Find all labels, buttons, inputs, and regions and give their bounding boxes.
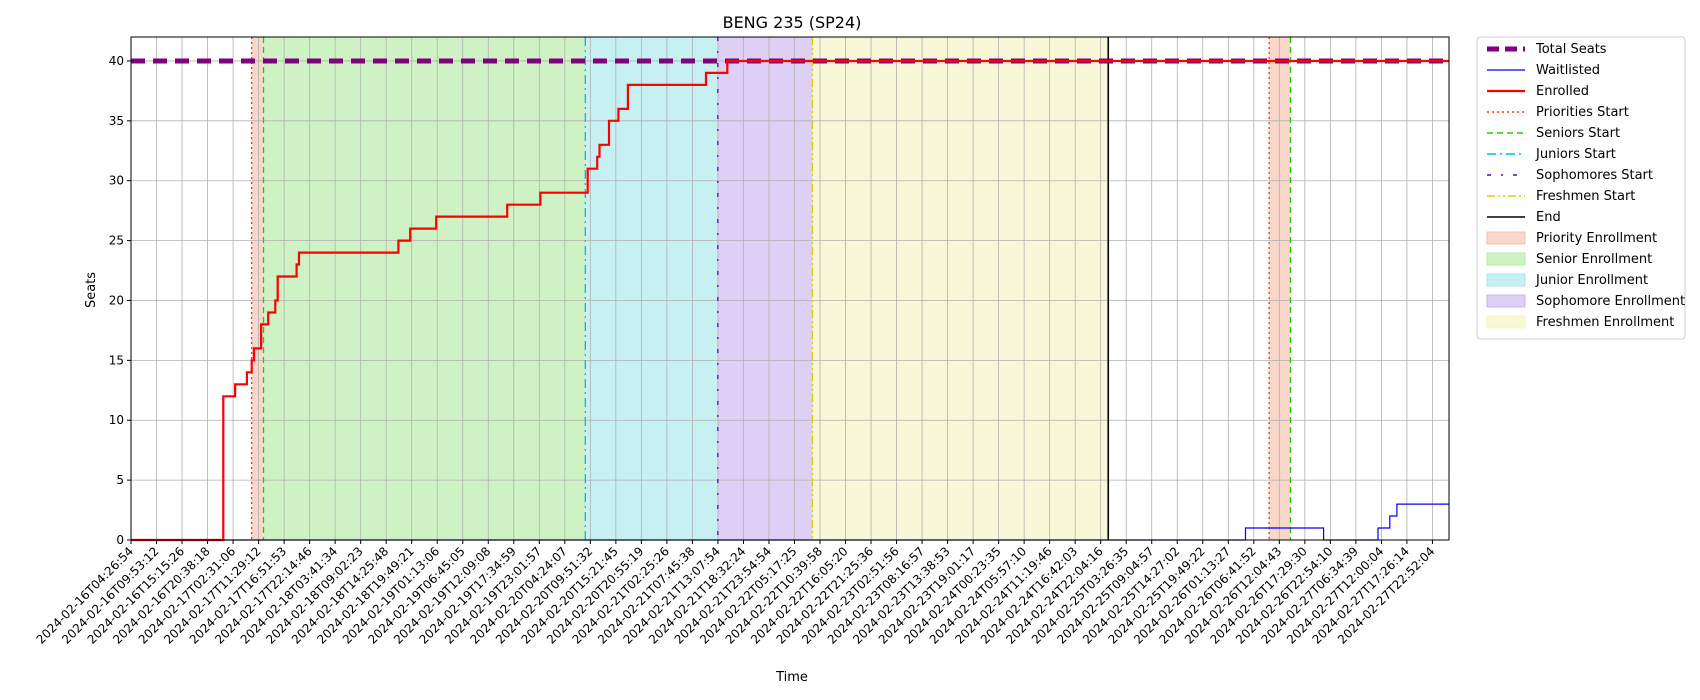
span-5 — [1269, 37, 1291, 540]
legend-swatch-11 — [1486, 273, 1526, 287]
legend-swatch-10 — [1486, 252, 1526, 266]
legend-label-9: Priority Enrollment — [1536, 231, 1657, 246]
axes-frame — [130, 36, 1450, 541]
legend-label-12: Sophomore Enrollment — [1536, 294, 1685, 309]
y-tick-label-3: 15 — [109, 353, 124, 367]
span-0 — [251, 37, 264, 540]
y-tick-label-1: 5 — [116, 473, 124, 487]
legend-label-11: Junior Enrollment — [1535, 273, 1648, 288]
legend-swatch-12 — [1486, 294, 1526, 308]
y-tick-label-4: 20 — [109, 293, 124, 307]
y-axis-label: Seats — [84, 272, 99, 308]
y-tick-label-0: 0 — [116, 533, 124, 547]
legend-label-3: Priorities Start — [1536, 105, 1629, 120]
legend-label-6: Sophomores Start — [1536, 168, 1653, 183]
span-1 — [263, 37, 586, 540]
span-2 — [585, 37, 718, 540]
legend-label-1: Waitlisted — [1536, 63, 1600, 78]
y-tick-label-7: 35 — [109, 114, 124, 128]
legend-swatch-13 — [1486, 315, 1526, 329]
legend-label-4: Seniors Start — [1536, 126, 1620, 141]
span-3 — [717, 37, 813, 540]
y-tick-label-8: 40 — [109, 54, 124, 68]
span-4 — [812, 37, 1109, 540]
y-tick-label-5: 25 — [109, 234, 124, 248]
legend-box — [1476, 36, 1686, 340]
legend-label-0: Total Seats — [1535, 42, 1607, 57]
x-axis-label: Time — [775, 670, 808, 685]
legend-label-10: Senior Enrollment — [1536, 252, 1652, 267]
series-line-2 — [131, 59, 1449, 542]
legend-label-13: Freshmen Enrollment — [1536, 315, 1674, 330]
legend-swatch-9 — [1486, 231, 1526, 245]
y-tick-label-2: 10 — [109, 413, 124, 427]
legend-label-7: Freshmen Start — [1536, 189, 1635, 204]
legend-label-8: End — [1536, 210, 1561, 225]
legend-label-2: Enrolled — [1536, 84, 1589, 99]
series-line-1 — [131, 503, 1449, 541]
legend-label-5: Juniors Start — [1535, 147, 1616, 162]
y-tick-label-6: 30 — [109, 174, 124, 188]
chart-title: BENG 235 (SP24) — [723, 13, 862, 32]
